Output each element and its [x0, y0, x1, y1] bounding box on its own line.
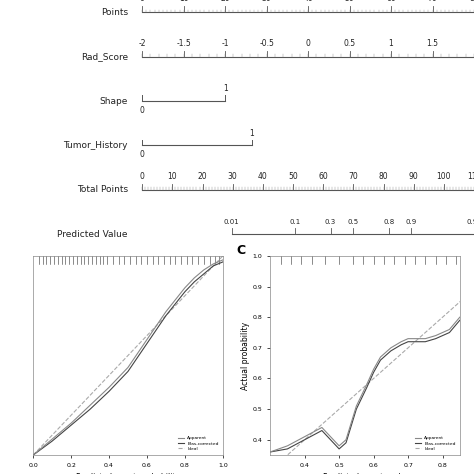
Text: Tumor_History: Tumor_History [64, 141, 128, 150]
Text: Total Points: Total Points [77, 185, 128, 194]
Text: 0: 0 [140, 106, 145, 115]
Y-axis label: Actual probability: Actual probability [241, 321, 250, 390]
Text: 60: 60 [386, 0, 396, 3]
Text: 0.99: 0.99 [466, 219, 474, 225]
Text: -1: -1 [221, 39, 229, 48]
Text: Rad_Score: Rad_Score [81, 52, 128, 61]
Text: 30: 30 [228, 172, 237, 181]
Text: 1: 1 [223, 84, 228, 93]
Text: -0.5: -0.5 [259, 39, 274, 48]
Text: 1: 1 [249, 128, 254, 137]
Text: 30: 30 [262, 0, 272, 3]
Text: 10: 10 [167, 172, 177, 181]
Text: 0.5: 0.5 [344, 39, 356, 48]
Text: 40: 40 [303, 0, 313, 3]
Text: 0.3: 0.3 [325, 219, 336, 225]
Text: 70: 70 [348, 172, 358, 181]
Text: 50: 50 [288, 172, 298, 181]
Text: 0.9: 0.9 [405, 219, 417, 225]
Text: C: C [236, 244, 245, 257]
Text: 0.5: 0.5 [347, 219, 358, 225]
Text: 100: 100 [437, 172, 451, 181]
Text: 0.01: 0.01 [224, 219, 240, 225]
Text: 0.8: 0.8 [384, 219, 395, 225]
Text: Predicted Value: Predicted Value [57, 230, 128, 238]
Text: 1.5: 1.5 [427, 39, 438, 48]
Text: 0.1: 0.1 [289, 219, 301, 225]
Text: 80: 80 [469, 0, 474, 3]
Text: 10: 10 [179, 0, 189, 3]
Text: 50: 50 [345, 0, 355, 3]
Text: 60: 60 [319, 172, 328, 181]
Text: 20: 20 [198, 172, 207, 181]
Text: Points: Points [101, 8, 128, 17]
Text: 110: 110 [467, 172, 474, 181]
Text: 1: 1 [389, 39, 393, 48]
Text: 40: 40 [258, 172, 268, 181]
Legend: Apparent, Bias-corrected, Ideal: Apparent, Bias-corrected, Ideal [414, 434, 457, 453]
Text: 0: 0 [140, 172, 145, 181]
X-axis label: Predicted event proba: Predicted event proba [322, 473, 408, 474]
Text: 0: 0 [140, 0, 145, 3]
Legend: Apparent, Bias-corrected, Ideal: Apparent, Bias-corrected, Ideal [177, 434, 220, 453]
Text: 0: 0 [306, 39, 310, 48]
Text: 80: 80 [379, 172, 388, 181]
Text: 0: 0 [140, 150, 145, 159]
Text: -2: -2 [138, 39, 146, 48]
Text: -1.5: -1.5 [176, 39, 191, 48]
X-axis label: Predicted event probability: Predicted event probability [76, 473, 180, 474]
Text: 90: 90 [409, 172, 419, 181]
Text: 70: 70 [428, 0, 438, 3]
Text: 20: 20 [220, 0, 230, 3]
Text: Shape: Shape [100, 97, 128, 106]
